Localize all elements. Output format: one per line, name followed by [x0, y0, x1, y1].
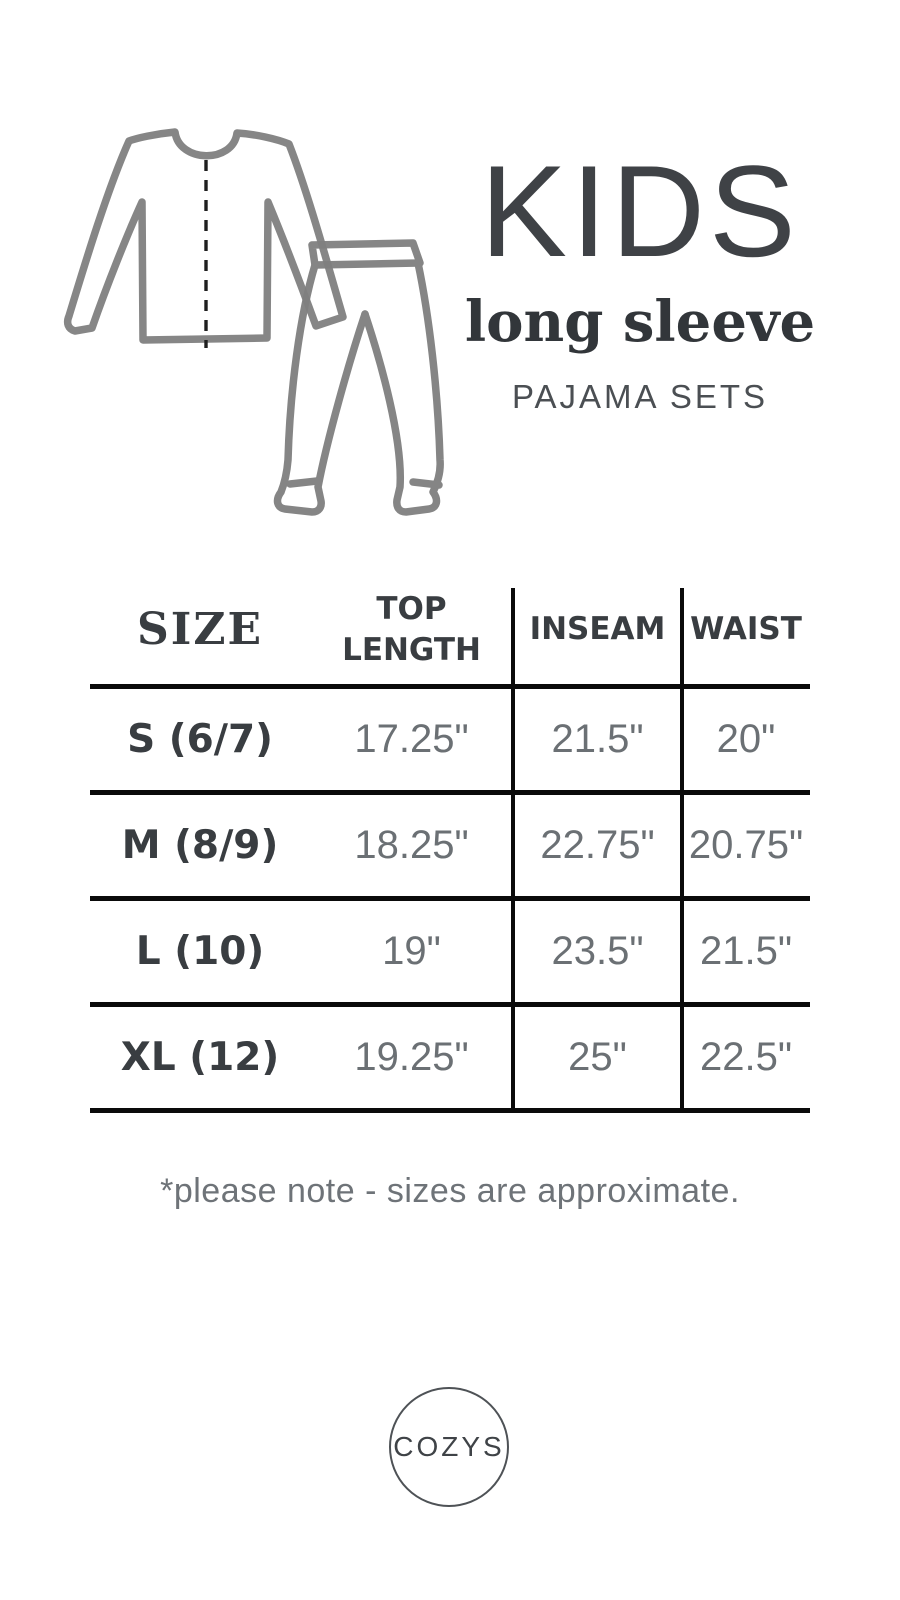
table-vertical-divider-2: [680, 588, 684, 1113]
size-cell: XL (12): [120, 1035, 280, 1080]
top-length-cell: 19": [382, 929, 441, 973]
table-row: L (10) 19" 23.5" 21.5": [90, 901, 810, 1007]
inseam-cell: 21.5": [551, 717, 644, 761]
table-header-row: SIZE TOP LENGTH INSEAM WAIST: [90, 575, 810, 689]
approximate-sizes-note: *please note - sizes are approximate.: [160, 1172, 740, 1210]
inseam-cell: 25": [568, 1035, 627, 1079]
size-table: SIZE TOP LENGTH INSEAM WAIST S (6/7) 17.…: [90, 575, 810, 1113]
waist-cell: 20": [716, 717, 776, 761]
title-long-sleeve: long sleeve: [464, 289, 816, 355]
table-vertical-divider-1: [511, 588, 515, 1113]
table-row: M (8/9) 18.25" 22.75" 20.75": [90, 795, 810, 901]
header-size: SIZE: [136, 604, 263, 655]
table-row: XL (12) 19.25" 25" 22.5": [90, 1007, 810, 1113]
top-length-cell: 17.25": [354, 717, 469, 761]
waist-cell: 20.75": [688, 823, 804, 867]
header-top-length: TOP LENGTH: [342, 591, 481, 668]
top-length-cell: 19.25": [354, 1035, 469, 1079]
size-cell: L (10): [135, 929, 265, 974]
inseam-cell: 23.5": [551, 929, 644, 973]
size-cell: M (8/9): [121, 823, 279, 868]
header-inseam: INSEAM: [529, 611, 666, 648]
pajama-pants-icon: [273, 239, 444, 516]
cozys-logo: COZYS: [389, 1387, 509, 1507]
waist-cell: 22.5": [699, 1035, 793, 1079]
pajama-set-illustration: [63, 128, 444, 516]
pajama-top-icon: [63, 128, 347, 344]
waist-cell: 21.5": [699, 929, 793, 973]
header-waist: WAIST: [690, 611, 802, 648]
title-kids: KIDS: [480, 138, 800, 284]
size-cell: S (6/7): [127, 717, 273, 762]
top-length-cell: 18.25": [354, 823, 469, 867]
inseam-cell: 22.75": [540, 823, 655, 867]
table-row: S (6/7) 17.25" 21.5" 20": [90, 689, 810, 795]
title-pajama-sets: PAJAMA SETS: [511, 378, 769, 415]
cozys-logo-text: COZYS: [393, 1431, 505, 1462]
